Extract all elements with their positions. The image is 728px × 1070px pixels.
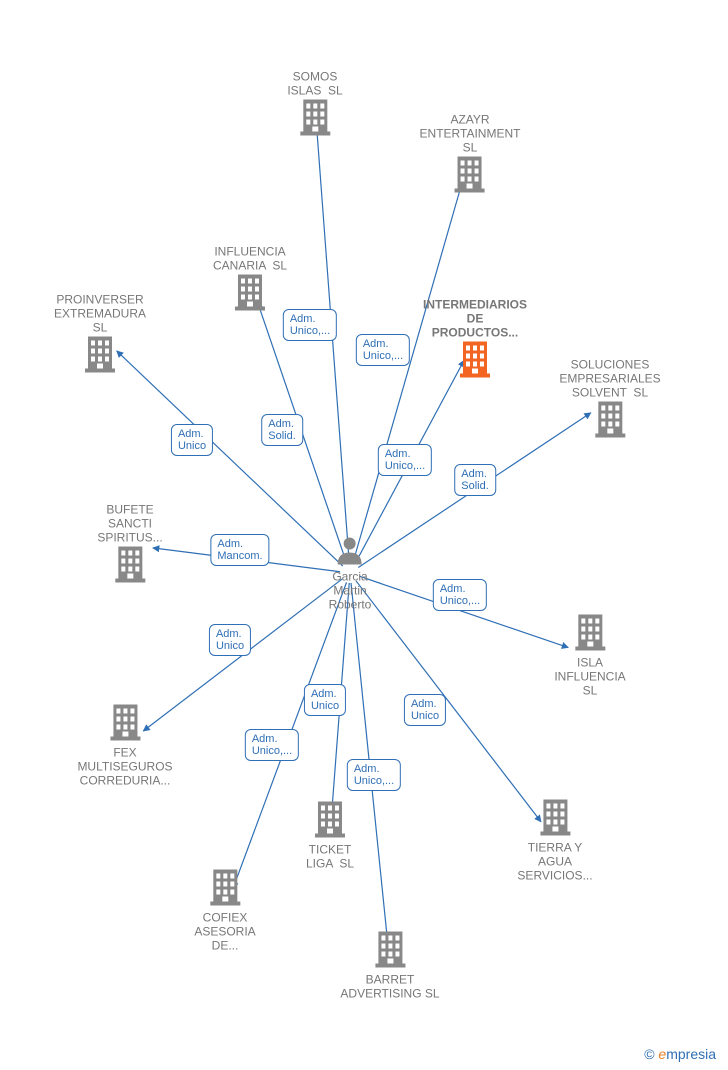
company-node[interactable]: TICKET LIGA SL <box>306 800 354 871</box>
edge-label: Adm. Unico <box>171 424 213 456</box>
edge-label-text: Adm. Unico,... <box>252 733 292 757</box>
building-icon <box>233 273 267 316</box>
node-label: SOLUCIONES EMPRESARIALES SOLVENT SL <box>559 358 660 400</box>
brand-rest: mpresia <box>666 1046 716 1062</box>
company-node[interactable]: INTERMEDIARIOS DE PRODUCTOS... <box>423 298 527 383</box>
building-icon <box>453 155 487 198</box>
node-label: AZAYR ENTERTAINMENT SL <box>420 113 521 155</box>
person-node[interactable]: Garcia Martin Roberto <box>329 535 372 612</box>
company-node[interactable]: ISLA INFLUENCIA SL <box>554 613 625 698</box>
company-node[interactable]: COFIEX ASESORIA DE... <box>194 868 255 953</box>
edge-label-text: Adm. Unico,... <box>354 763 394 787</box>
node-label: ISLA INFLUENCIA SL <box>554 656 625 698</box>
node-label: Garcia Martin Roberto <box>329 570 372 612</box>
building-icon <box>83 335 117 378</box>
edge-line <box>317 128 350 563</box>
edge-label: Adm. Unico,... <box>245 729 299 761</box>
company-node[interactable]: SOLUCIONES EMPRESARIALES SOLVENT SL <box>559 358 660 443</box>
edge-label: Adm. Unico <box>404 694 446 726</box>
edge-label: Adm. Solid. <box>454 464 496 496</box>
node-label: SOMOS ISLAS SL <box>287 70 342 98</box>
edge-label-text: Adm. Unico <box>411 698 439 722</box>
copyright-symbol: © <box>644 1046 654 1062</box>
edge-label-text: Adm. Mancom. <box>217 538 262 562</box>
building-icon <box>458 340 492 383</box>
edge-label-text: Adm. Unico,... <box>385 448 425 472</box>
edge-label: Adm. Unico,... <box>378 444 432 476</box>
edge-label: Adm. Unico,... <box>356 334 410 366</box>
edge-label-text: Adm. Solid. <box>461 468 489 492</box>
node-label: INFLUENCIA CANARIA SL <box>213 245 287 273</box>
company-node[interactable]: INFLUENCIA CANARIA SL <box>213 245 287 316</box>
building-icon <box>593 400 627 443</box>
building-icon <box>373 930 407 973</box>
footer-attribution: © empresia <box>644 1046 716 1062</box>
edge-label: Adm. Mancom. <box>210 534 269 566</box>
edge-label-text: Adm. Solid. <box>268 418 296 442</box>
edge-label-text: Adm. Unico,... <box>290 313 330 337</box>
company-node[interactable]: BUFETE SANCTI SPIRITUS... <box>97 503 162 588</box>
node-label: COFIEX ASESORIA DE... <box>194 911 255 953</box>
network-diagram: SOMOS ISLAS SL AZAYR ENTERTAINMENT SL IN… <box>0 0 728 1070</box>
edge-label: Adm. Solid. <box>261 414 303 446</box>
building-icon <box>538 798 572 841</box>
edge-label-text: Adm. Unico,... <box>363 338 403 362</box>
company-node[interactable]: TIERRA Y AGUA SERVICIOS... <box>517 798 592 883</box>
node-label: INTERMEDIARIOS DE PRODUCTOS... <box>423 298 527 340</box>
building-icon <box>208 868 242 911</box>
person-icon <box>335 535 365 570</box>
building-icon <box>113 545 147 588</box>
company-node[interactable]: PROINVERSER EXTREMADURA SL <box>54 293 146 378</box>
edge-label-text: Adm. Unico <box>311 688 339 712</box>
edge-label: Adm. Unico <box>304 684 346 716</box>
company-node[interactable]: AZAYR ENTERTAINMENT SL <box>420 113 521 198</box>
building-icon <box>573 613 607 656</box>
edge-label: Adm. Unico <box>209 624 251 656</box>
edge-label-text: Adm. Unico <box>178 428 206 452</box>
edge-label: Adm. Unico,... <box>433 579 487 611</box>
edge-label-text: Adm. Unico,... <box>440 583 480 607</box>
company-node[interactable]: SOMOS ISLAS SL <box>287 70 342 141</box>
building-icon <box>108 703 142 746</box>
building-icon <box>313 800 347 843</box>
node-label: BUFETE SANCTI SPIRITUS... <box>97 503 162 545</box>
edge-label: Adm. Unico,... <box>347 759 401 791</box>
node-label: TIERRA Y AGUA SERVICIOS... <box>517 841 592 883</box>
company-node[interactable]: BARRET ADVERTISING SL <box>340 930 439 1001</box>
building-icon <box>298 98 332 141</box>
node-label: FEX MULTISEGUROS CORREDURIA... <box>77 746 172 788</box>
node-label: PROINVERSER EXTREMADURA SL <box>54 293 146 335</box>
node-label: TICKET LIGA SL <box>306 843 354 871</box>
node-label: BARRET ADVERTISING SL <box>340 973 439 1001</box>
company-node[interactable]: FEX MULTISEGUROS CORREDURIA... <box>77 703 172 788</box>
edge-label-text: Adm. Unico <box>216 628 244 652</box>
edge-label: Adm. Unico,... <box>283 309 337 341</box>
